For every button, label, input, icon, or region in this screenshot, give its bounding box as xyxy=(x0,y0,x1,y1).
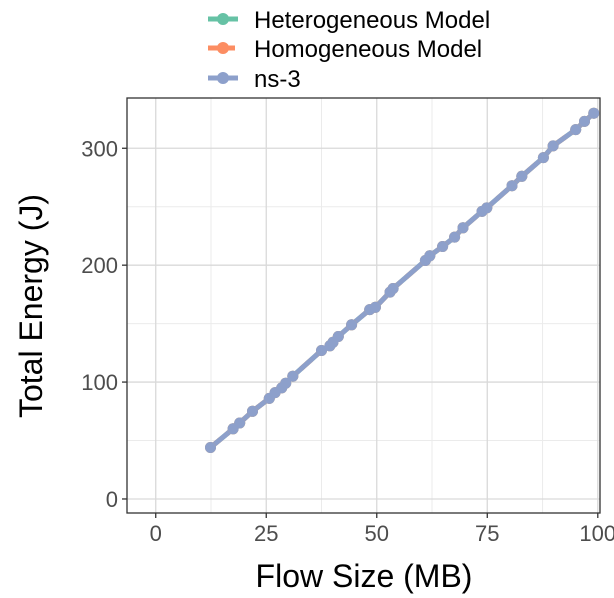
y-axis-title: Total Energy (J) xyxy=(13,194,49,418)
data-point-series-2 xyxy=(437,241,449,252)
data-point-series-2 xyxy=(332,331,344,342)
data-point-series-2 xyxy=(234,417,246,429)
y-tick-label: 200 xyxy=(81,253,118,278)
y-tick-label: 300 xyxy=(81,136,118,161)
legend-item-ns3: ns-3 xyxy=(208,66,301,93)
data-point-series-2 xyxy=(516,170,528,182)
data-point-series-2 xyxy=(387,283,399,294)
legend-label: ns-3 xyxy=(254,66,301,93)
legend-label: Heterogeneous Model xyxy=(254,7,490,34)
data-point-series-2 xyxy=(506,180,518,192)
y-tick-label: 100 xyxy=(81,370,118,395)
plot-panel xyxy=(122,97,601,518)
legend-key-point xyxy=(217,13,229,25)
data-point-series-2 xyxy=(547,140,559,152)
x-tick-label: 0 xyxy=(150,521,162,546)
data-point-series-2 xyxy=(449,231,461,243)
legend-key-point xyxy=(217,42,229,54)
data-point-series-2 xyxy=(287,370,299,382)
data-point-series-2 xyxy=(316,345,327,356)
data-point-series-2 xyxy=(346,319,358,331)
data-point-series-2 xyxy=(247,405,258,417)
data-point-series-2 xyxy=(579,115,590,127)
panel-border xyxy=(126,97,601,514)
x-tick-label: 50 xyxy=(365,521,389,546)
data-point-series-2 xyxy=(205,442,216,453)
legend-key-point xyxy=(217,72,229,84)
legend: Heterogeneous Model Homogeneous Model ns… xyxy=(208,7,490,93)
data-point-series-2 xyxy=(570,124,582,136)
x-tick-label: 75 xyxy=(475,521,499,546)
x-tick-label: 25 xyxy=(254,521,278,546)
data-point-series-2 xyxy=(537,152,549,164)
y-tick-label: 0 xyxy=(106,487,118,512)
legend-item-homogeneous: Homogeneous Model xyxy=(208,36,482,63)
data-point-series-2 xyxy=(457,222,469,234)
legend-item-heterogeneous: Heterogeneous Model xyxy=(208,7,490,34)
data-point-series-2 xyxy=(369,301,381,313)
data-point-series-2 xyxy=(588,107,600,119)
data-point-series-2 xyxy=(481,202,493,214)
x-tick-label: 100 xyxy=(579,521,614,546)
x-axis-title: Flow Size (MB) xyxy=(256,558,473,594)
legend-label: Homogeneous Model xyxy=(254,36,482,63)
data-point-series-2 xyxy=(424,250,436,262)
data-point-series-2 xyxy=(280,377,292,389)
